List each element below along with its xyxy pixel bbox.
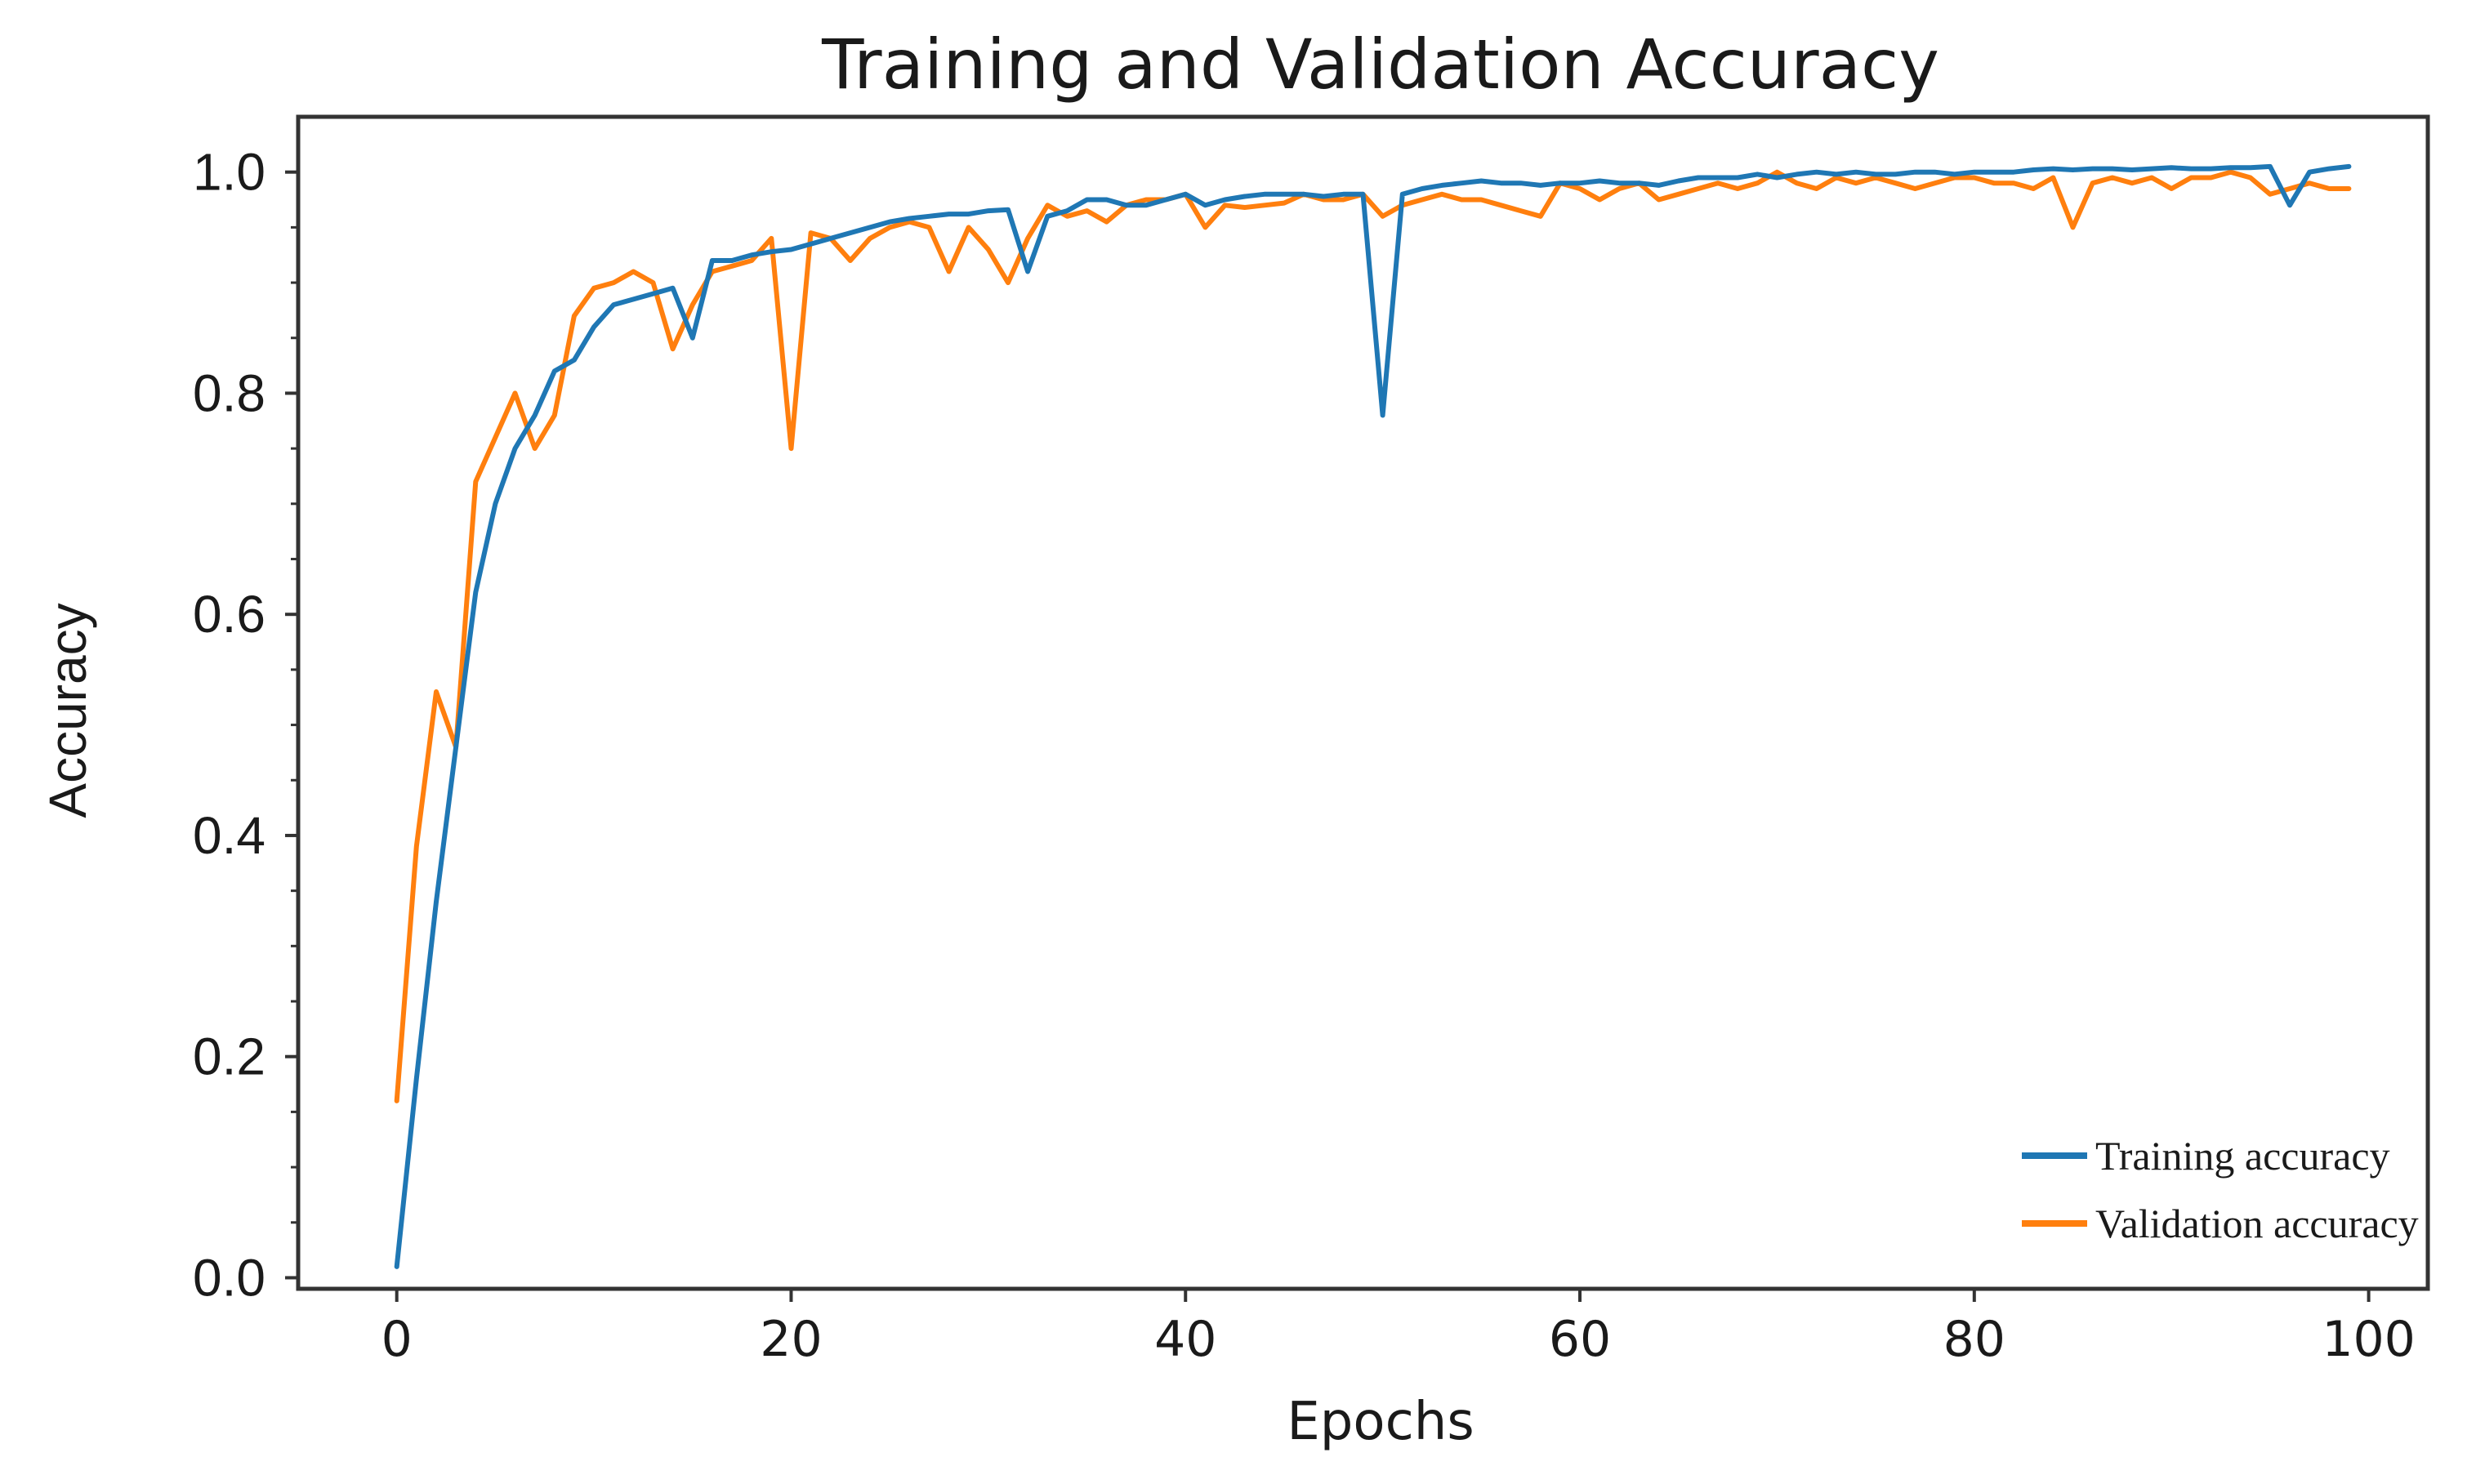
x-tick-label: 100	[2322, 1311, 2416, 1368]
y-axis-ticks: 0.0 0.2 0.4 0.6 0.8 1.0	[193, 143, 298, 1307]
x-axis-ticks: 0 20 40 60 80 100	[381, 1289, 2416, 1368]
x-tick-label: 60	[1549, 1311, 1611, 1368]
chart-title: Training and Validation Accuracy	[821, 25, 1939, 105]
y-tick-label: 0.8	[193, 363, 265, 422]
y-axis-label: Accuracy	[38, 603, 97, 818]
y-tick-label: 0.6	[193, 585, 265, 644]
x-tick-label: 40	[1154, 1311, 1216, 1368]
plot-series-group	[394, 163, 2352, 1269]
x-tick-label: 80	[1943, 1311, 2005, 1368]
x-tick-label: 20	[760, 1311, 822, 1368]
y-tick-label: 0.2	[193, 1027, 265, 1086]
plot-frame	[296, 114, 2430, 1291]
x-tick-label: 0	[381, 1311, 413, 1368]
y-tick-label: 0.4	[193, 806, 265, 865]
legend: Training accuracy Validation accuracy	[2022, 1133, 2419, 1246]
legend-training-label: Training accuracy	[2095, 1133, 2390, 1179]
training-accuracy-line	[394, 163, 2352, 1269]
x-axis-label: Epochs	[1287, 1392, 1474, 1452]
y-tick-label: 0.0	[193, 1248, 265, 1307]
validation-accuracy-line	[394, 169, 2352, 1103]
legend-validation-label: Validation accuracy	[2095, 1201, 2419, 1246]
y-tick-label: 1.0	[193, 143, 265, 202]
